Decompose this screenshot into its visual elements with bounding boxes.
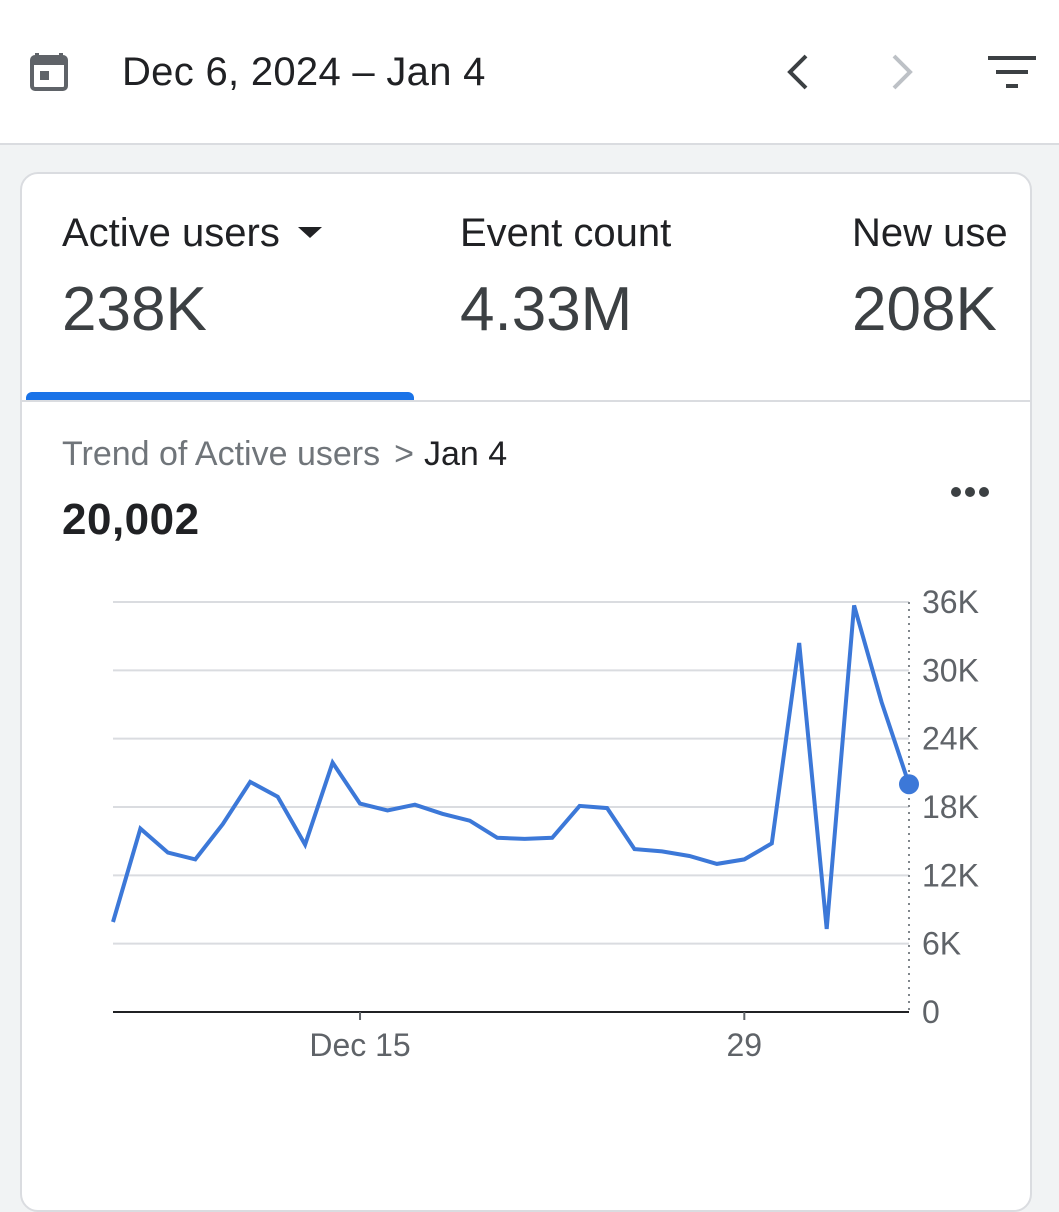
dropdown-arrow-icon[interactable] xyxy=(297,226,322,238)
filter-icon[interactable] xyxy=(984,52,1040,92)
metric-value: 4.33M xyxy=(460,275,633,344)
metric-label: Active users xyxy=(62,208,322,258)
metric-label: Event count xyxy=(460,211,672,255)
date-range-toolbar: Dec 6, 2024 – Jan 4 xyxy=(0,0,1059,145)
trend-value: 20,002 xyxy=(62,495,200,544)
chevron-right-icon xyxy=(882,50,922,94)
more-horiz-icon[interactable] xyxy=(942,472,998,512)
y-tick-label: 36K xyxy=(922,584,979,620)
breadcrumb-metric[interactable]: Trend of Active users xyxy=(62,435,381,473)
y-tick-label: 0 xyxy=(922,994,940,1030)
y-tick-label: 24K xyxy=(922,721,979,757)
overview-card: Active users 238K Event count 4.33M New … xyxy=(20,172,1032,1212)
chevron-right-icon: > xyxy=(394,435,414,473)
y-tick-label: 18K xyxy=(922,789,979,825)
highlighted-data-point xyxy=(899,774,919,795)
breadcrumb: Trend of Active users > Jan 4 xyxy=(62,432,507,476)
x-tick-label: 29 xyxy=(727,1027,763,1063)
metric-value: 238K xyxy=(62,275,207,344)
breadcrumb-date: Jan 4 xyxy=(423,435,508,473)
metric-value: 208K xyxy=(852,275,997,344)
y-tick-label: 12K xyxy=(922,857,979,893)
tab-divider xyxy=(22,400,1030,402)
metric-label: New use xyxy=(852,211,1008,255)
chevron-left-icon[interactable] xyxy=(778,50,818,94)
y-tick-label: 6K xyxy=(922,926,961,962)
selected-tab-indicator xyxy=(26,392,414,400)
metric-tab-new-users[interactable]: New use 208K xyxy=(852,208,1008,350)
y-tick-label: 30K xyxy=(922,652,979,688)
calendar-icon[interactable] xyxy=(28,50,70,92)
metric-tab-event-count[interactable]: Event count 4.33M xyxy=(460,208,671,350)
date-range-label[interactable]: Dec 6, 2024 – Jan 4 xyxy=(122,50,486,94)
x-tick-label: Dec 15 xyxy=(309,1027,410,1063)
series-line xyxy=(111,604,911,930)
metric-tab-active-users[interactable]: Active users 238K xyxy=(62,208,322,350)
